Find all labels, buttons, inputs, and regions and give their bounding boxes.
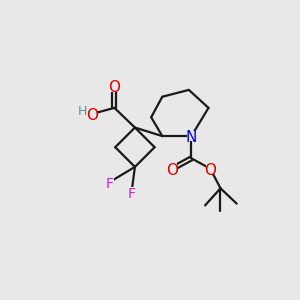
Text: O: O [108, 80, 120, 95]
Text: H: H [78, 105, 87, 118]
Text: F: F [105, 177, 113, 191]
Text: F: F [128, 187, 136, 201]
FancyBboxPatch shape [110, 81, 119, 92]
FancyBboxPatch shape [127, 188, 136, 198]
FancyBboxPatch shape [78, 104, 87, 115]
FancyBboxPatch shape [88, 109, 97, 119]
FancyBboxPatch shape [187, 131, 196, 141]
Text: O: O [167, 163, 178, 178]
Text: N: N [186, 130, 197, 145]
FancyBboxPatch shape [105, 177, 114, 188]
FancyBboxPatch shape [206, 164, 214, 174]
Text: O: O [86, 108, 98, 123]
Text: O: O [204, 163, 216, 178]
FancyBboxPatch shape [168, 164, 177, 174]
